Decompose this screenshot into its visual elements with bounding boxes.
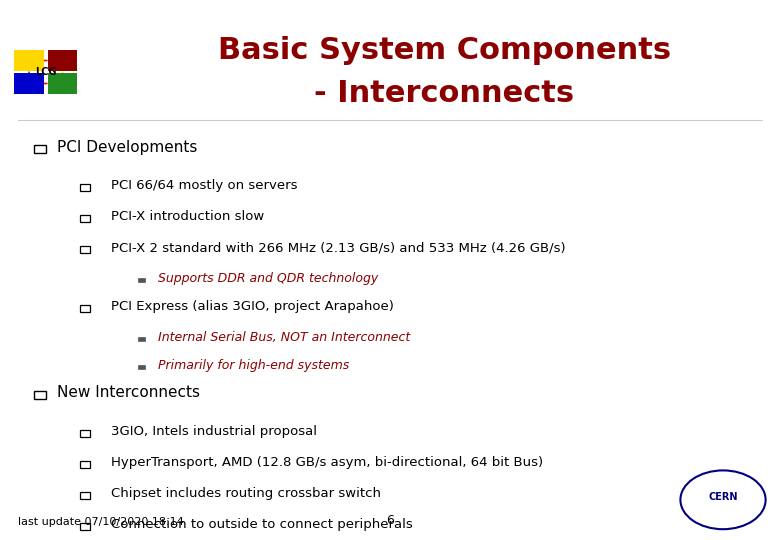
Text: Supports DDR and QDR technology: Supports DDR and QDR technology xyxy=(158,272,378,285)
Circle shape xyxy=(680,470,766,529)
Bar xyxy=(80,305,90,312)
Text: CERN: CERN xyxy=(708,492,738,502)
Text: PCI Express (alias 3GIO, project Arapahoe): PCI Express (alias 3GIO, project Arapaho… xyxy=(112,300,394,313)
Bar xyxy=(48,50,77,71)
Text: 6: 6 xyxy=(386,514,394,526)
Text: last update 07/10/2020 18:14: last update 07/10/2020 18:14 xyxy=(18,517,184,526)
Bar xyxy=(80,215,90,222)
Bar xyxy=(14,73,44,93)
Bar xyxy=(80,184,90,191)
Text: Connection to outside to connect peripherals: Connection to outside to connect periphe… xyxy=(112,518,413,531)
Bar xyxy=(80,430,90,437)
Text: - Interconnects: - Interconnects xyxy=(314,79,574,108)
Text: PCI-X introduction slow: PCI-X introduction slow xyxy=(112,210,264,223)
Bar xyxy=(80,492,90,499)
Text: Chipset includes routing crossbar switch: Chipset includes routing crossbar switch xyxy=(112,487,381,500)
Bar xyxy=(80,461,90,468)
Text: HyperTransport, AMD (12.8 GB/s asym, bi-directional, 64 bit Bus): HyperTransport, AMD (12.8 GB/s asym, bi-… xyxy=(112,456,544,469)
Bar xyxy=(80,523,90,530)
Bar xyxy=(138,278,144,282)
Bar xyxy=(138,364,144,369)
Text: PCI-X 2 standard with 266 MHz (2.13 GB/s) and 533 MHz (4.26 GB/s): PCI-X 2 standard with 266 MHz (2.13 GB/s… xyxy=(112,241,566,254)
Text: Internal Serial Bus, NOT an Interconnect: Internal Serial Bus, NOT an Interconnect xyxy=(158,331,410,344)
Bar xyxy=(14,50,44,71)
Text: Primarily for high-end systems: Primarily for high-end systems xyxy=(158,359,349,372)
Bar xyxy=(138,337,144,341)
Text: New Interconnects: New Interconnects xyxy=(57,386,200,401)
Text: PCI Developments: PCI Developments xyxy=(57,139,197,154)
Text: PCI 66/64 mostly on servers: PCI 66/64 mostly on servers xyxy=(112,179,298,192)
Text: Basic System Components: Basic System Components xyxy=(218,36,671,65)
Text: LCG: LCG xyxy=(35,67,56,77)
Bar xyxy=(48,73,77,93)
Bar xyxy=(80,246,90,253)
Bar xyxy=(34,391,46,400)
Text: 3GIO, Intels industrial proposal: 3GIO, Intels industrial proposal xyxy=(112,425,317,438)
Bar xyxy=(34,145,46,153)
